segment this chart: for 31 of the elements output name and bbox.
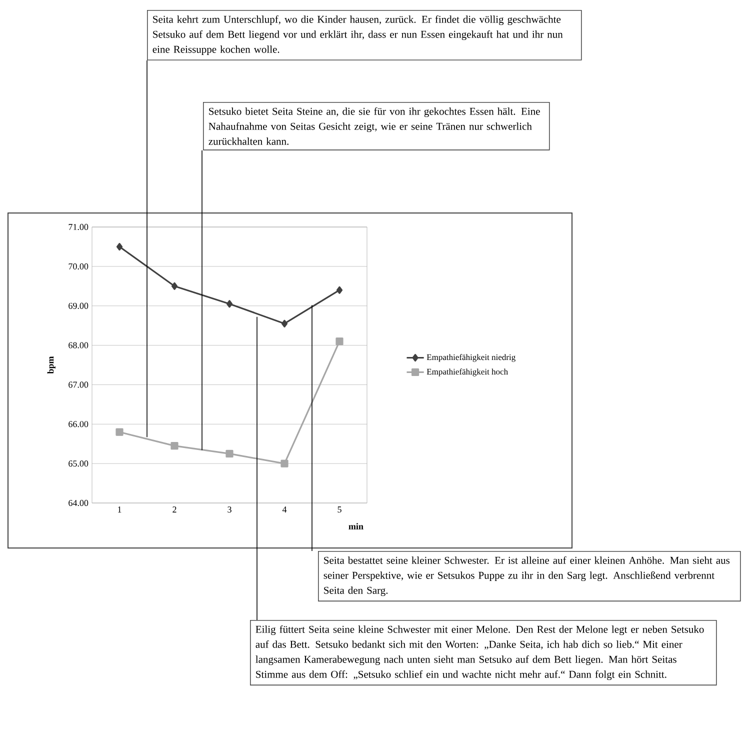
point bbox=[116, 428, 124, 436]
point bbox=[170, 442, 178, 450]
y-tick-label: 64.00 bbox=[68, 500, 88, 506]
y-tick-label: 69.00 bbox=[68, 302, 88, 309]
legend-label: Empathiefähigkeit niedrig bbox=[426, 354, 516, 362]
annotation: Seita bestattet seine kleiner Schwester. Er ist alleine auf einer kleinen Anhöhe. Man sieht aus seiner Perspektive, wie er Setsukos Puppe zu ihr in den Sarg legt. Anschließend verbrennt Seita den Sarg. bbox=[324, 556, 730, 596]
point bbox=[226, 450, 234, 458]
point bbox=[336, 286, 343, 294]
x-tick-label: 2 bbox=[172, 506, 176, 512]
y-tick-label: 71.00 bbox=[68, 224, 88, 230]
annotation: Setsuko bietet Seita Steine an, die sie für von ihr gekochtes Essen hält. Eine Nahaufnahme von Seitas Gesicht zeigt, wie er seine Tränen nur schwerlich zurückhalten kann. bbox=[208, 107, 540, 145]
point bbox=[226, 300, 233, 308]
annotation: Eilig füttert Seita seine kleine Schwester mit einer Melone. Den Rest der Melone legt er neben Setsuko auf das Bett. Setsuko bedankt sich mit den Worten: „Danke Seita, ich hab dich so lieb.“ Mit einer langsamen Kamerabewegung nach unten sieht man Setsuko auf dem Bett liegen. Man hört Seitas Stimme aus dem Off: „Setsuko schlief ein und wachte nicht mehr auf.“ Dann folgt ein Schnitt. bbox=[256, 625, 704, 680]
y-tick-label: 67.00 bbox=[68, 382, 88, 388]
point bbox=[281, 320, 288, 328]
legend-label: Empathiefähigkeit hoch bbox=[426, 368, 508, 376]
point bbox=[336, 338, 344, 346]
x-axis-title: min bbox=[348, 523, 364, 530]
x-tick-label: 3 bbox=[228, 506, 232, 513]
annotation: Seita kehrt zum Unterschlupf, wo die Kinder hausen, zurück. Er findet die völlig geschwächte Setsuko auf dem Bett liegend vor und erklärt ihr, dass er nun Essen eingekauft hat und ihr nun eine Reissuppe kochen wolle. bbox=[152, 15, 563, 56]
y-axis-title: bpm bbox=[47, 356, 56, 374]
point bbox=[171, 282, 178, 290]
point bbox=[280, 460, 288, 468]
y-tick-label: 66.00 bbox=[68, 421, 88, 428]
x-tick-label: 4 bbox=[282, 506, 287, 512]
y-tick-label: 68.00 bbox=[68, 342, 88, 348]
x-tick-label: 5 bbox=[338, 506, 342, 513]
y-tick-label: 65.00 bbox=[68, 460, 88, 467]
y-tick-label: 70.00 bbox=[68, 263, 88, 270]
x-tick-label: 1 bbox=[118, 506, 122, 512]
point bbox=[116, 242, 123, 251]
